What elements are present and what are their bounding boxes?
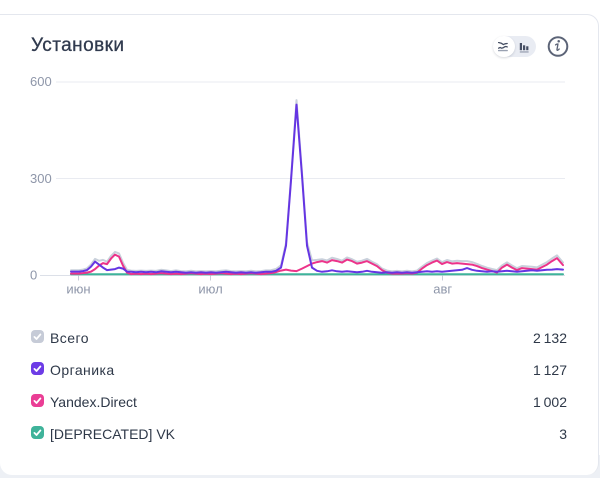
svg-text:июл: июл (198, 282, 222, 297)
svg-text:0: 0 (30, 268, 37, 283)
svg-text:авг: авг (433, 282, 452, 297)
svg-text:300: 300 (30, 171, 52, 186)
svg-text:июн: июн (66, 282, 90, 297)
svg-text:600: 600 (30, 74, 52, 89)
